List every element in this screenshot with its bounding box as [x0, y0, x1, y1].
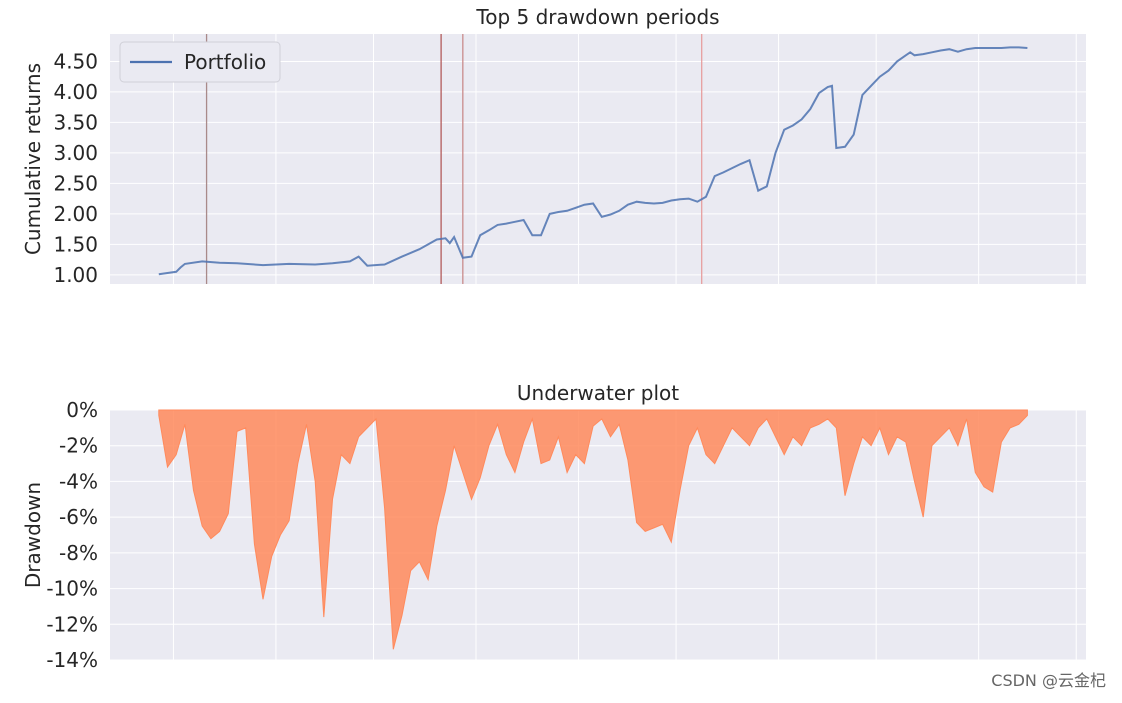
portfolio-line [158, 46, 1028, 276]
top-chart-y-axis-label: Cumulative returns [21, 63, 45, 255]
y-tick-label: -10% [46, 577, 98, 601]
y-tick-label: 4.50 [53, 49, 98, 73]
y-tick-label: 1.50 [53, 232, 98, 256]
legend-label-portfolio: Portfolio [184, 50, 266, 74]
cumulative-returns-y-ticks: 1.00 1.50 2.00 2.50 3.00 3.50 4.00 4.50 [53, 49, 98, 286]
y-tick-label: -12% [46, 612, 98, 636]
bottom-chart-title: Underwater plot [517, 381, 679, 405]
y-tick-label: 2.00 [53, 202, 98, 226]
y-tick-label: -4% [59, 469, 98, 493]
y-tick-label: -6% [59, 505, 98, 529]
watermark: CSDN @云金杞 [991, 671, 1106, 690]
y-tick-label: 3.50 [53, 110, 98, 134]
legend: Portfolio [119, 41, 281, 83]
cumulative-returns-panel: 1.00 1.50 2.00 2.50 3.00 3.50 4.00 4.50 Top 5 d… [21, 5, 1086, 287]
y-tick-label: -8% [59, 541, 98, 565]
y-tick-label: 1.00 [53, 263, 98, 287]
y-tick-label: 3.00 [53, 141, 98, 165]
underwater-y-ticks: 0% -2% -4% -6% -8% -10% -12% -14% [46, 398, 98, 672]
legend-box [119, 41, 281, 83]
y-tick-label: 0% [66, 398, 98, 422]
underwater-panel: 0% -2% -4% -6% -8% -10% -12% -14% Underwater pl… [21, 381, 1086, 672]
y-tick-label: -2% [59, 434, 98, 458]
drawdown-area [158, 409, 1028, 650]
bottom-chart-y-axis-label: Drawdown [21, 482, 45, 588]
y-tick-label: 4.00 [53, 80, 98, 104]
y-tick-label: -14% [46, 648, 98, 672]
top-chart-title: Top 5 drawdown periods [475, 5, 719, 29]
y-tick-label: 2.50 [53, 171, 98, 195]
